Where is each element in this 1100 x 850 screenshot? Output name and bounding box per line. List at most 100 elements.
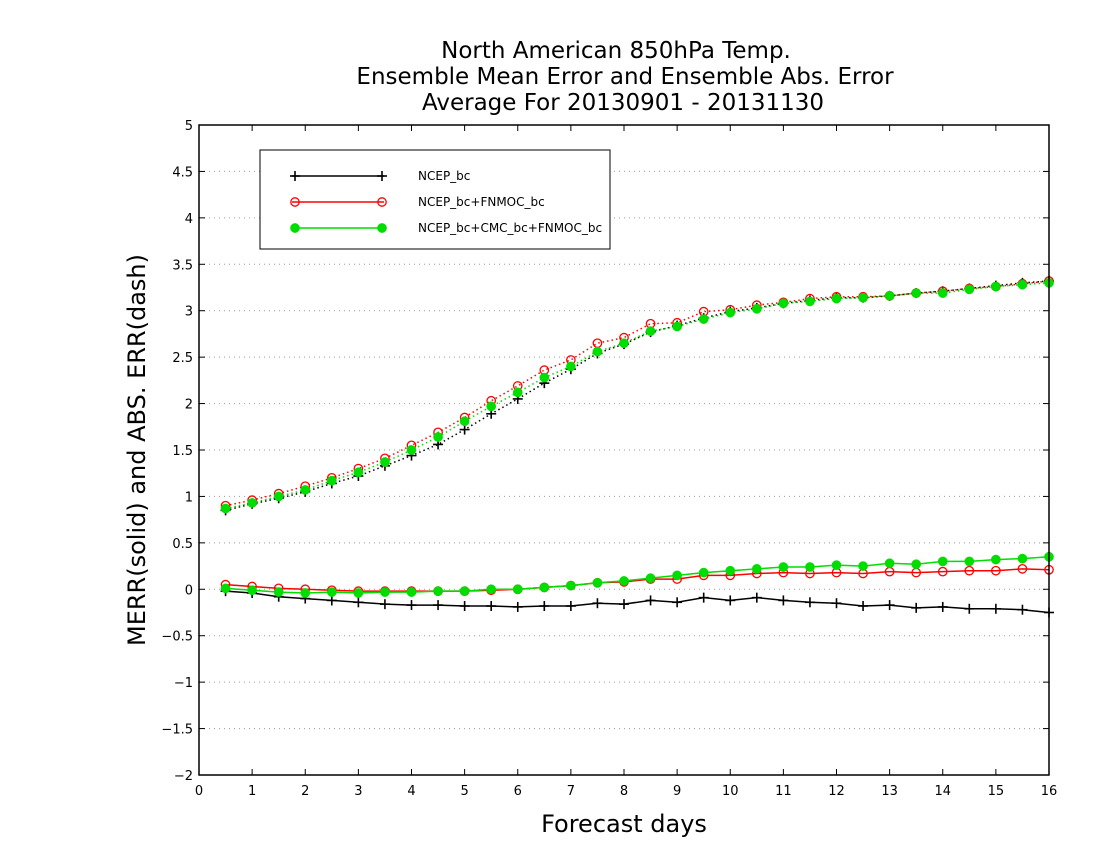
merr-point <box>831 560 842 570</box>
merr-point <box>725 565 736 576</box>
abs-err-point <box>486 401 497 412</box>
abs-err-point <box>884 291 895 301</box>
merr-point <box>459 586 470 596</box>
y-tick-label: 2 <box>185 398 193 413</box>
merr-point <box>937 601 948 612</box>
merr-point <box>964 603 975 614</box>
abs-err-point <box>1017 279 1028 290</box>
merr-point <box>539 582 550 593</box>
chart-title-line-3: Average For 20130901 - 20131130 <box>422 90 824 116</box>
merr-point <box>884 558 895 569</box>
merr-point <box>858 601 869 611</box>
x-tick-label: 5 <box>460 784 468 799</box>
x-tick-label: 11 <box>775 784 792 799</box>
x-tick-label: 7 <box>567 784 575 799</box>
abs-err-point <box>353 467 364 478</box>
abs-err-point <box>406 445 417 455</box>
abs-err-point <box>937 288 948 298</box>
merr-point <box>1017 553 1028 564</box>
merr-point <box>353 588 364 598</box>
merr-point <box>937 566 948 577</box>
merr-point <box>937 556 948 567</box>
merr-point <box>1017 604 1028 615</box>
x-tick-label: 14 <box>934 784 951 799</box>
merr-point <box>592 577 603 588</box>
abs-err-point <box>831 293 842 304</box>
x-tick-label: 15 <box>988 784 1005 799</box>
abs-err-point <box>805 296 815 307</box>
abs-err-point <box>326 475 337 486</box>
merr-point <box>991 554 1001 565</box>
legend-marker <box>290 197 300 207</box>
series-layer <box>220 276 1054 618</box>
merr-point <box>486 601 497 611</box>
merr-point <box>326 595 337 606</box>
abs-err-point <box>539 372 550 383</box>
legend-label: NCEP_bc <box>418 169 470 183</box>
axes: −2−1.5−1−0.500.511.522.533.544.550 1 2 3 4 5 6… <box>161 119 1057 799</box>
merr-point <box>459 601 470 611</box>
y-tick-label: 0.5 <box>172 537 193 552</box>
x-tick-label: 12 <box>828 784 845 799</box>
y-tick-label: 4.5 <box>172 165 193 180</box>
merr-point <box>990 603 1001 614</box>
merr-point <box>619 576 629 586</box>
chart-title-line-1: North American 850hPa Temp. <box>441 38 791 64</box>
abs-err-point <box>459 416 470 427</box>
merr-point <box>592 598 603 609</box>
abs-err-point <box>459 424 470 435</box>
legend-entry: NCEP_bc+FNMOC_bc <box>290 195 545 209</box>
merr-point <box>512 601 523 612</box>
abs-err-point <box>698 314 709 324</box>
merr-point <box>805 562 815 572</box>
merr-line <box>225 556 1050 594</box>
merr-point <box>672 570 682 581</box>
merr-line <box>225 590 1050 614</box>
x-tick-label: 0 <box>195 784 203 799</box>
legend-entry: NCEP_bc+CMC_bc+FNMOC_bc <box>290 221 602 235</box>
abs-err-point <box>433 432 443 442</box>
x-tick-label: 3 <box>354 784 362 799</box>
y-tick-label: −1 <box>174 676 193 691</box>
merr-point <box>380 587 390 597</box>
abs-err-point <box>991 281 1001 292</box>
x-tick-label: 6 <box>514 784 522 799</box>
x-tick-label: 10 <box>722 784 739 799</box>
merr-point <box>566 580 576 591</box>
merr-point <box>220 583 231 594</box>
x-tick-label: 9 <box>673 784 681 799</box>
abs-err-point <box>645 326 656 336</box>
merr-point <box>486 584 497 595</box>
x-tick-label: 2 <box>301 784 309 799</box>
series-0 <box>220 276 1054 618</box>
abs-err-point <box>273 491 284 502</box>
x-tick-label: 8 <box>620 784 628 799</box>
merr-point <box>273 587 284 597</box>
merr-point <box>911 602 922 613</box>
series-1 <box>220 276 1054 596</box>
abs-err-line <box>225 282 1050 510</box>
abs-err-point <box>911 288 922 298</box>
merr-point <box>858 561 868 571</box>
merr-point <box>804 597 815 608</box>
legend: NCEP_bc NCEP_bc+FNMOC_bc NCEP_bc+CMC_bc+FN… <box>259 149 611 250</box>
merr-point <box>964 556 975 567</box>
merr-point <box>751 564 762 574</box>
abs-err-line <box>225 280 1050 507</box>
y-tick-label: 1 <box>185 490 193 505</box>
merr-point <box>751 592 762 603</box>
y-tick-label: 4 <box>185 212 193 227</box>
x-tick-label: 1 <box>248 784 256 799</box>
merr-point <box>698 567 709 578</box>
merr-point <box>433 600 444 611</box>
abs-err-point <box>247 498 257 508</box>
y-tick-label: 3.5 <box>172 258 193 273</box>
merr-point <box>645 595 656 606</box>
legend-entry: NCEP_bc <box>290 169 470 183</box>
y-tick-label: 2.5 <box>172 351 193 366</box>
abs-err-point <box>220 503 231 514</box>
abs-err-point <box>380 457 390 467</box>
merr-point <box>300 588 311 598</box>
abs-err-point <box>725 307 736 318</box>
merr-point <box>1017 564 1028 574</box>
